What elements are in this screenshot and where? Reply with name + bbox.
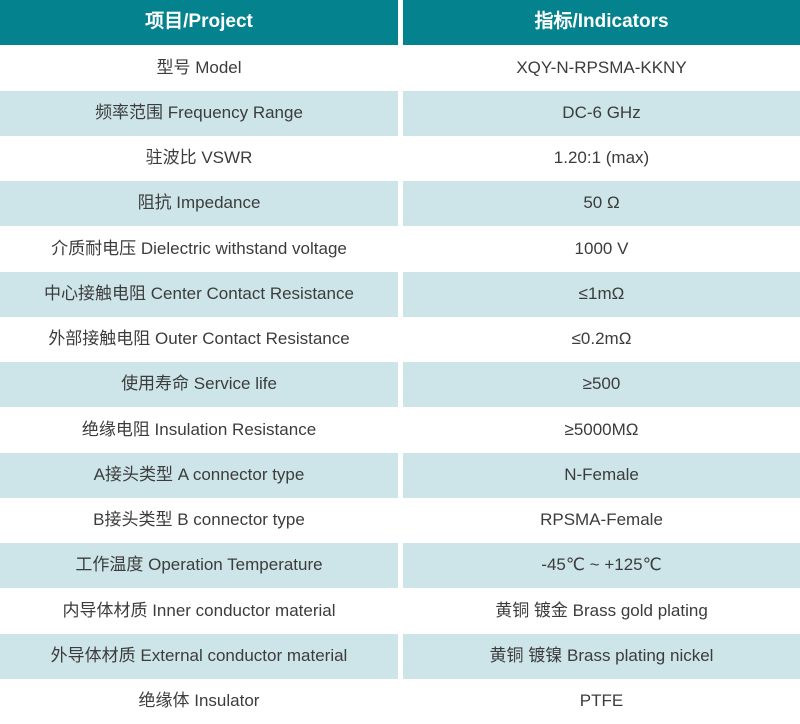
table-row: 绝缘电阻 Insulation Resistance ≥5000MΩ bbox=[0, 407, 800, 453]
row-value: ≤1mΩ bbox=[403, 271, 800, 317]
table-row: 中心接触电阻 Center Contact Resistance ≤1mΩ bbox=[0, 271, 800, 317]
row-label: 绝缘体 Insulator bbox=[0, 678, 398, 724]
table-row: A接头类型 A connector type N-Female bbox=[0, 452, 800, 498]
row-label: 介质耐电压 Dielectric withstand voltage bbox=[0, 226, 398, 272]
row-value: -45℃ ~ +125℃ bbox=[403, 543, 800, 589]
table-row: B接头类型 B connector type RPSMA-Female bbox=[0, 497, 800, 543]
row-label: 中心接触电阻 Center Contact Resistance bbox=[0, 271, 398, 317]
table-row: 使用寿命 Service life ≥500 bbox=[0, 362, 800, 408]
row-label: 型号 Model bbox=[0, 45, 398, 91]
row-value: 50 Ω bbox=[403, 181, 800, 227]
row-label: 频率范围 Frequency Range bbox=[0, 90, 398, 136]
row-value: 黄铜 镀镍 Brass plating nickel bbox=[403, 633, 800, 679]
row-value: 黄铜 镀金 Brass gold plating bbox=[403, 588, 800, 634]
row-value: N-Female bbox=[403, 452, 800, 498]
row-label: 使用寿命 Service life bbox=[0, 362, 398, 408]
row-label: B接头类型 B connector type bbox=[0, 497, 398, 543]
row-value: ≥500 bbox=[403, 362, 800, 408]
row-value: PTFE bbox=[403, 678, 800, 724]
row-value: XQY-N-RPSMA-KKNY bbox=[403, 45, 800, 91]
row-label: 内导体材质 Inner conductor material bbox=[0, 588, 398, 634]
table-row: 型号 Model XQY-N-RPSMA-KKNY bbox=[0, 45, 800, 91]
row-label: 工作温度 Operation Temperature bbox=[0, 543, 398, 589]
table-header-row: 项目/Project 指标/Indicators bbox=[0, 0, 800, 46]
table-row: 阻抗 Impedance 50 Ω bbox=[0, 181, 800, 227]
row-label: 驻波比 VSWR bbox=[0, 135, 398, 181]
header-cell-indicators: 指标/Indicators bbox=[403, 0, 800, 46]
table-row: 绝缘体 Insulator PTFE bbox=[0, 678, 800, 724]
row-value: ≤0.2mΩ bbox=[403, 316, 800, 362]
row-value: DC-6 GHz bbox=[403, 90, 800, 136]
table-row: 频率范围 Frequency Range DC-6 GHz bbox=[0, 90, 800, 136]
table-row: 工作温度 Operation Temperature -45℃ ~ +125℃ bbox=[0, 543, 800, 589]
table-row: 外导体材质 External conductor material 黄铜 镀镍 … bbox=[0, 633, 800, 679]
header-cell-project: 项目/Project bbox=[0, 0, 398, 46]
row-label: 外导体材质 External conductor material bbox=[0, 633, 398, 679]
row-value: 1000 V bbox=[403, 226, 800, 272]
table-row: 内导体材质 Inner conductor material 黄铜 镀金 Bra… bbox=[0, 588, 800, 634]
row-value: 1.20:1 (max) bbox=[403, 135, 800, 181]
row-value: RPSMA-Female bbox=[403, 497, 800, 543]
row-label: 阻抗 Impedance bbox=[0, 181, 398, 227]
row-value: ≥5000MΩ bbox=[403, 407, 800, 453]
row-label: 外部接触电阻 Outer Contact Resistance bbox=[0, 316, 398, 362]
row-label: 绝缘电阻 Insulation Resistance bbox=[0, 407, 398, 453]
table-row: 驻波比 VSWR 1.20:1 (max) bbox=[0, 135, 800, 181]
row-label: A接头类型 A connector type bbox=[0, 452, 398, 498]
table-row: 外部接触电阻 Outer Contact Resistance ≤0.2mΩ bbox=[0, 316, 800, 362]
table-row: 介质耐电压 Dielectric withstand voltage 1000 … bbox=[0, 226, 800, 272]
